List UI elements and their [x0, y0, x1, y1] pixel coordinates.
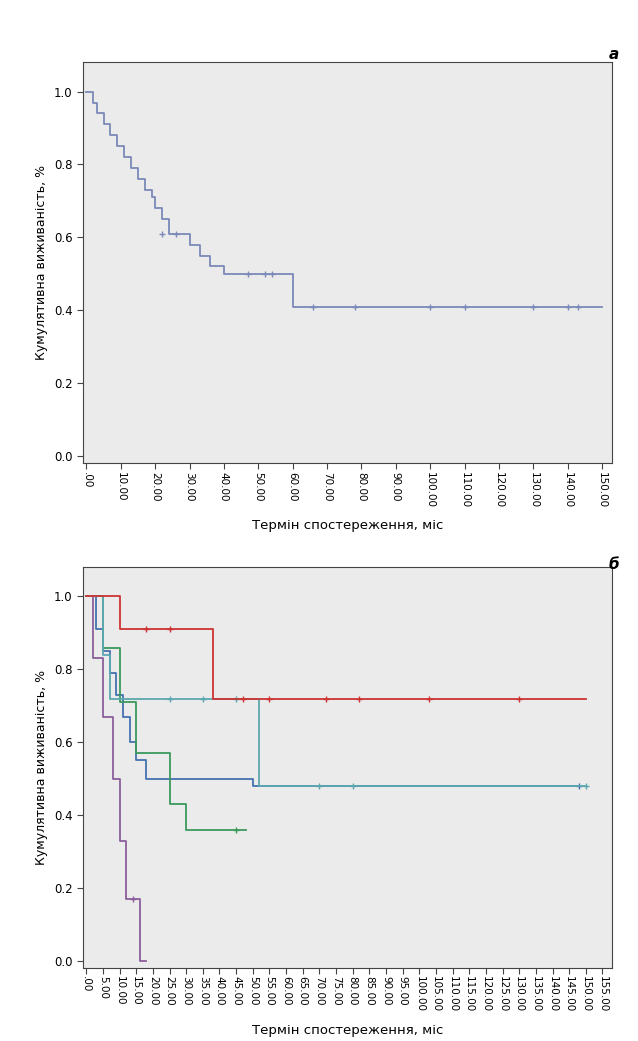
- Text: б: б: [608, 557, 619, 572]
- X-axis label: Термін спостереження, міс: Термін спостереження, міс: [252, 1024, 443, 1037]
- Y-axis label: Кумулятивна виживаність, %: Кумулятивна виживаність, %: [35, 166, 48, 360]
- Y-axis label: Кумулятивна виживаність, %: Кумулятивна виживаність, %: [35, 670, 48, 865]
- X-axis label: Термін спостереження, міс: Термін спостереження, міс: [252, 518, 443, 532]
- Text: a: a: [609, 47, 619, 61]
